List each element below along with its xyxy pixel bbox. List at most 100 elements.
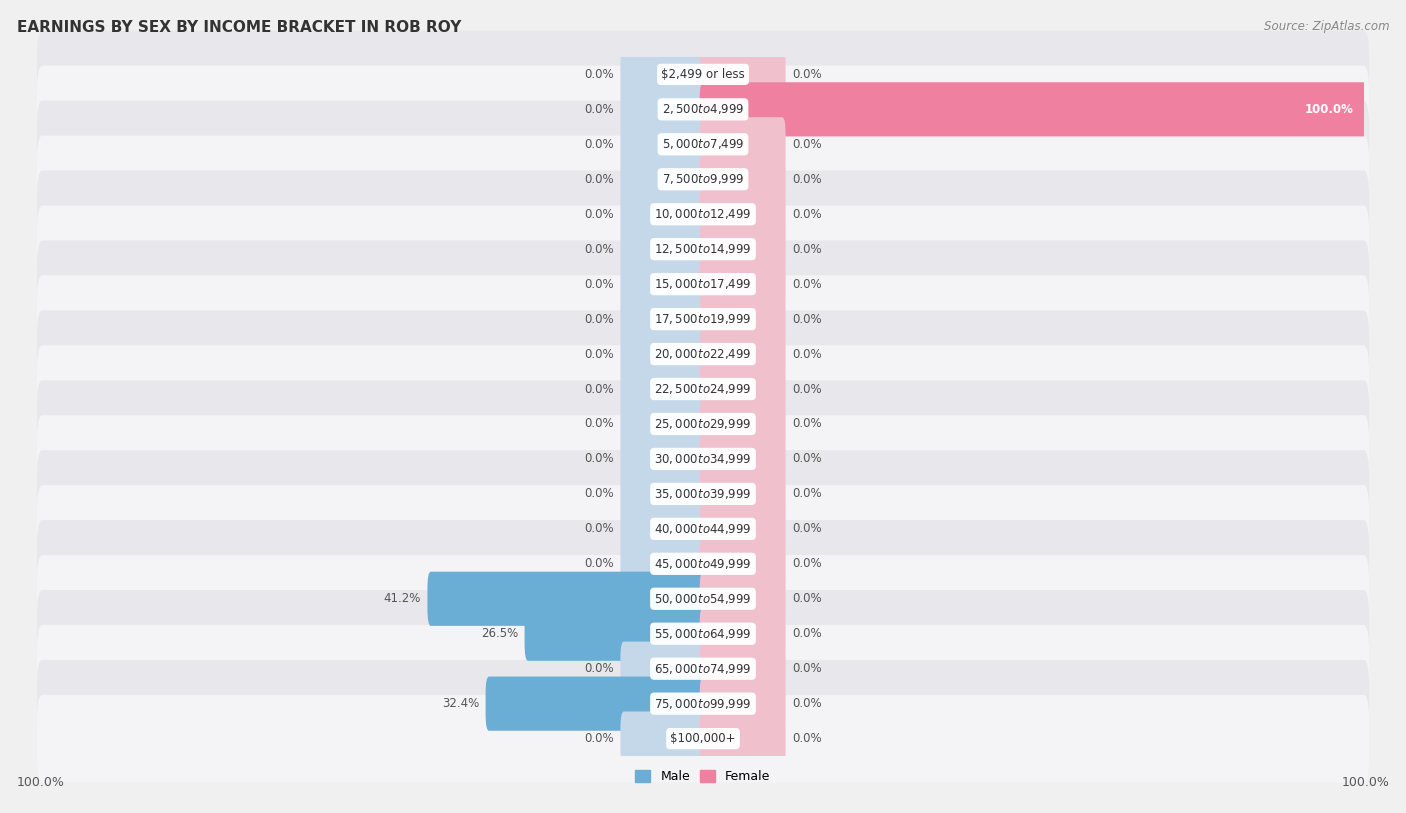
FancyBboxPatch shape [620, 47, 706, 102]
FancyBboxPatch shape [700, 257, 786, 311]
FancyBboxPatch shape [620, 292, 706, 346]
Text: 0.0%: 0.0% [792, 453, 823, 465]
FancyBboxPatch shape [524, 606, 706, 661]
FancyBboxPatch shape [700, 222, 786, 276]
FancyBboxPatch shape [700, 572, 786, 626]
FancyBboxPatch shape [620, 362, 706, 416]
FancyBboxPatch shape [620, 397, 706, 451]
FancyBboxPatch shape [37, 590, 1369, 677]
FancyBboxPatch shape [427, 572, 706, 626]
FancyBboxPatch shape [37, 66, 1369, 153]
FancyBboxPatch shape [37, 346, 1369, 433]
Text: 0.0%: 0.0% [792, 138, 823, 150]
Text: 0.0%: 0.0% [583, 523, 614, 535]
FancyBboxPatch shape [620, 537, 706, 591]
Text: 0.0%: 0.0% [583, 313, 614, 325]
Text: $40,000 to $44,999: $40,000 to $44,999 [654, 522, 752, 536]
FancyBboxPatch shape [620, 467, 706, 521]
Text: 0.0%: 0.0% [792, 663, 823, 675]
FancyBboxPatch shape [37, 450, 1369, 537]
Text: $20,000 to $22,499: $20,000 to $22,499 [654, 347, 752, 361]
Text: 0.0%: 0.0% [792, 173, 823, 185]
FancyBboxPatch shape [700, 362, 786, 416]
Text: 0.0%: 0.0% [792, 593, 823, 605]
FancyBboxPatch shape [37, 311, 1369, 398]
Text: 0.0%: 0.0% [792, 558, 823, 570]
Text: 26.5%: 26.5% [481, 628, 517, 640]
Text: 0.0%: 0.0% [583, 453, 614, 465]
FancyBboxPatch shape [37, 380, 1369, 467]
FancyBboxPatch shape [700, 152, 786, 207]
FancyBboxPatch shape [700, 82, 1367, 137]
Text: 0.0%: 0.0% [583, 418, 614, 430]
Text: $25,000 to $29,999: $25,000 to $29,999 [654, 417, 752, 431]
FancyBboxPatch shape [37, 31, 1369, 118]
FancyBboxPatch shape [620, 117, 706, 172]
Text: 0.0%: 0.0% [583, 383, 614, 395]
FancyBboxPatch shape [37, 241, 1369, 328]
Text: $5,000 to $7,499: $5,000 to $7,499 [662, 137, 744, 151]
Text: $10,000 to $12,499: $10,000 to $12,499 [654, 207, 752, 221]
Text: 0.0%: 0.0% [583, 558, 614, 570]
FancyBboxPatch shape [620, 327, 706, 381]
FancyBboxPatch shape [620, 82, 706, 137]
Text: 0.0%: 0.0% [583, 173, 614, 185]
Text: $17,500 to $19,999: $17,500 to $19,999 [654, 312, 752, 326]
Text: $2,499 or less: $2,499 or less [661, 68, 745, 80]
FancyBboxPatch shape [620, 432, 706, 486]
Text: 0.0%: 0.0% [792, 278, 823, 290]
FancyBboxPatch shape [700, 606, 786, 661]
Text: EARNINGS BY SEX BY INCOME BRACKET IN ROB ROY: EARNINGS BY SEX BY INCOME BRACKET IN ROB… [17, 20, 461, 35]
FancyBboxPatch shape [620, 257, 706, 311]
Text: 0.0%: 0.0% [583, 488, 614, 500]
Text: 0.0%: 0.0% [792, 68, 823, 80]
Text: 41.2%: 41.2% [384, 593, 420, 605]
FancyBboxPatch shape [37, 555, 1369, 642]
Text: 0.0%: 0.0% [583, 103, 614, 115]
Text: 0.0%: 0.0% [792, 348, 823, 360]
FancyBboxPatch shape [620, 222, 706, 276]
Text: $45,000 to $49,999: $45,000 to $49,999 [654, 557, 752, 571]
Text: 0.0%: 0.0% [792, 208, 823, 220]
FancyBboxPatch shape [700, 47, 786, 102]
FancyBboxPatch shape [37, 660, 1369, 747]
Text: 0.0%: 0.0% [583, 243, 614, 255]
FancyBboxPatch shape [37, 101, 1369, 188]
FancyBboxPatch shape [700, 187, 786, 241]
FancyBboxPatch shape [620, 187, 706, 241]
Text: 0.0%: 0.0% [583, 278, 614, 290]
FancyBboxPatch shape [37, 695, 1369, 782]
Text: 0.0%: 0.0% [583, 733, 614, 745]
Text: $50,000 to $54,999: $50,000 to $54,999 [654, 592, 752, 606]
Text: 0.0%: 0.0% [792, 243, 823, 255]
Text: 0.0%: 0.0% [583, 68, 614, 80]
FancyBboxPatch shape [485, 676, 706, 731]
FancyBboxPatch shape [37, 276, 1369, 363]
Text: 0.0%: 0.0% [792, 698, 823, 710]
FancyBboxPatch shape [700, 502, 786, 556]
Text: 0.0%: 0.0% [583, 348, 614, 360]
FancyBboxPatch shape [700, 676, 786, 731]
FancyBboxPatch shape [620, 152, 706, 207]
FancyBboxPatch shape [37, 171, 1369, 258]
Text: $75,000 to $99,999: $75,000 to $99,999 [654, 697, 752, 711]
FancyBboxPatch shape [700, 327, 786, 381]
Text: $55,000 to $64,999: $55,000 to $64,999 [654, 627, 752, 641]
FancyBboxPatch shape [700, 537, 786, 591]
FancyBboxPatch shape [37, 520, 1369, 607]
Text: $22,500 to $24,999: $22,500 to $24,999 [654, 382, 752, 396]
Text: $65,000 to $74,999: $65,000 to $74,999 [654, 662, 752, 676]
Text: 0.0%: 0.0% [792, 523, 823, 535]
FancyBboxPatch shape [37, 485, 1369, 572]
FancyBboxPatch shape [37, 625, 1369, 712]
Text: 100.0%: 100.0% [17, 776, 65, 789]
FancyBboxPatch shape [620, 641, 706, 696]
FancyBboxPatch shape [620, 502, 706, 556]
Text: 100.0%: 100.0% [1305, 103, 1354, 115]
Text: 100.0%: 100.0% [1341, 776, 1389, 789]
FancyBboxPatch shape [37, 415, 1369, 502]
FancyBboxPatch shape [620, 711, 706, 766]
Legend: Male, Female: Male, Female [630, 765, 776, 789]
FancyBboxPatch shape [37, 206, 1369, 293]
FancyBboxPatch shape [700, 117, 786, 172]
